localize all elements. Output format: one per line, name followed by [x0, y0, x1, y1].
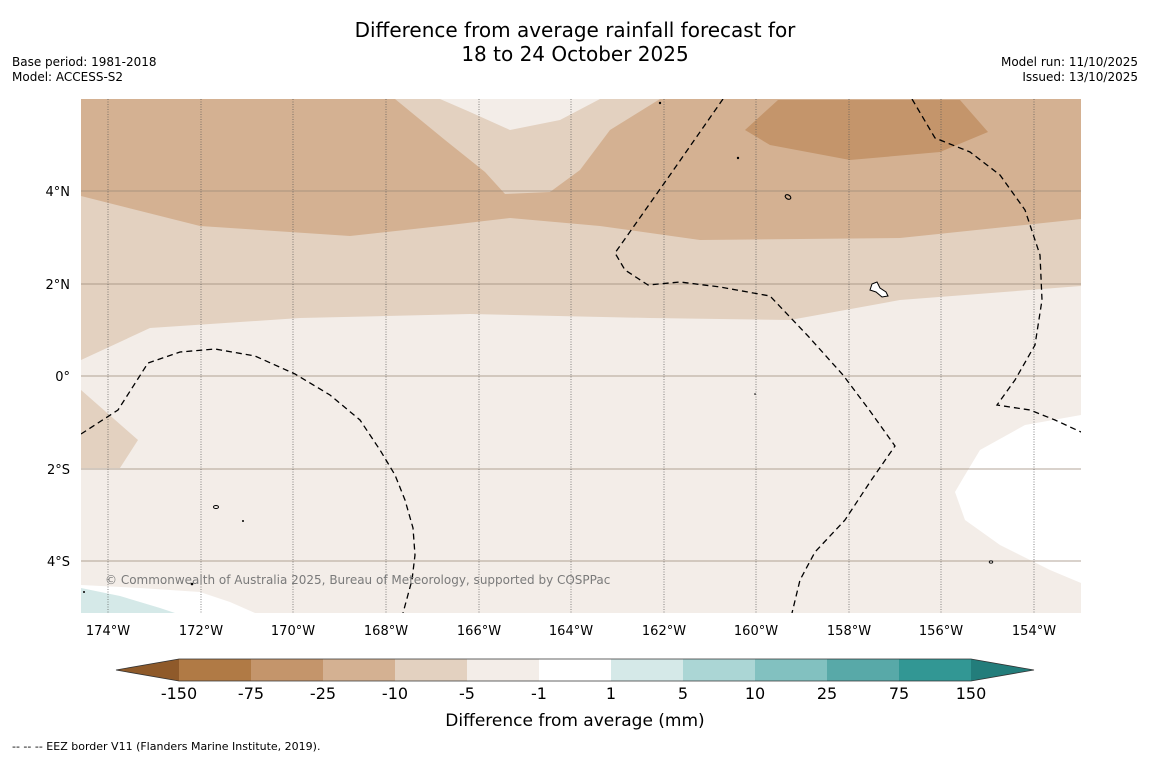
island-dot [754, 393, 756, 395]
issued-date: Issued: 13/10/2025 [1022, 70, 1138, 84]
colorbar-tick: 150 [956, 684, 987, 703]
colorbar-tick: -75 [238, 684, 264, 703]
colorbar-tick: -10 [382, 684, 408, 703]
meta-left: Base period: 1981-2018 Model: ACCESS-S2 [12, 55, 157, 85]
lon-label: 154°W [1012, 624, 1056, 639]
colorbar: -150 -75 -25 -10 -5 -1 1 5 10 25 75 150 … [115, 658, 1035, 731]
colorbar-tick: -5 [459, 684, 475, 703]
gridlines [81, 99, 1081, 613]
title-line-1: Difference from average rainfall forecas… [354, 18, 796, 42]
colorbar-segment [611, 659, 683, 681]
title-line-2: 18 to 24 October 2025 [461, 42, 689, 66]
below-average-patch-northeast [745, 100, 988, 160]
meta-right: Model run: 11/10/2025 Issued: 13/10/2025 [1001, 55, 1138, 85]
colorbar-title: Difference from average (mm) [445, 711, 704, 731]
island-outline [869, 281, 889, 298]
colorbar-arrow-left [116, 659, 179, 681]
near-average-tongue-north [440, 99, 600, 130]
islands [83, 101, 994, 593]
lon-label: 168°W [364, 624, 408, 639]
below-average-patch-west [81, 390, 138, 468]
colorbar-segment [755, 659, 827, 681]
lat-label: 4°S [47, 555, 70, 570]
lon-label: 160°W [734, 624, 778, 639]
lon-label: 166°W [457, 624, 501, 639]
lon-label: 172°W [179, 624, 223, 639]
island-outline [784, 194, 792, 200]
island-dot [736, 156, 740, 160]
colorbar-tick: 1 [606, 684, 616, 703]
island-dot [83, 591, 85, 593]
island-outline [988, 560, 994, 564]
colorbar-segment [539, 659, 611, 681]
colorbar-segment [179, 659, 251, 681]
lon-label: 164°W [549, 624, 593, 639]
base-period: Base period: 1981-2018 [12, 55, 157, 69]
latitude-labels: 4°N 2°N 0° 2°S 4°S [46, 185, 71, 570]
rainfall-field [81, 99, 1081, 613]
eez-footnote: -- -- -- EEZ border V11 (Flanders Marine… [12, 740, 321, 753]
colorbar-tick: -25 [310, 684, 336, 703]
light-tongue-north [395, 99, 660, 194]
eez-border-central [614, 99, 896, 613]
lat-label: 2°N [46, 278, 71, 293]
lat-label: 4°N [46, 185, 71, 200]
lon-label: 162°W [642, 624, 686, 639]
lon-label: 158°W [827, 624, 871, 639]
colorbar-segment [899, 659, 971, 681]
colorbar-outline [115, 658, 1035, 682]
colorbar-segment [467, 659, 539, 681]
colorbar-tick: 10 [745, 684, 765, 703]
above-average-patch-southwest [81, 588, 175, 613]
colorbar-tick: 25 [817, 684, 837, 703]
island-outline [213, 505, 219, 509]
neutral-patch-east [955, 415, 1081, 583]
longitude-labels: 174°W 172°W 170°W 168°W 166°W 164°W 162°… [86, 624, 1056, 639]
eez-borders [81, 99, 1081, 613]
lat-label: 2°S [47, 463, 70, 478]
colorbar-tick: 5 [678, 684, 688, 703]
copyright-notice: © Commonwealth of Australia 2025, Bureau… [105, 573, 610, 587]
island-dot [242, 520, 244, 522]
eez-border-west [81, 348, 416, 613]
colorbar-segment [395, 659, 467, 681]
colorbar-tick: -150 [161, 684, 197, 703]
island-dot [190, 582, 194, 586]
eez-border-east [911, 99, 1081, 433]
lon-label: 174°W [86, 624, 130, 639]
model-run: Model run: 11/10/2025 [1000, 55, 1138, 69]
colorbar-segment [251, 659, 323, 681]
island-dot [658, 101, 662, 105]
colorbar-tick: 75 [889, 684, 909, 703]
colorbar-segment [323, 659, 395, 681]
colorbar-arrow-right [971, 659, 1034, 681]
lon-label: 156°W [919, 624, 963, 639]
lat-label: 0° [55, 370, 70, 385]
model-name: Model: ACCESS-S2 [12, 70, 124, 84]
lon-label: 170°W [271, 624, 315, 639]
colorbar-tick: -1 [531, 684, 547, 703]
map-title: Difference from average rainfall forecas… [0, 18, 1150, 66]
colorbar-segment [683, 659, 755, 681]
colorbar-segment [827, 659, 899, 681]
